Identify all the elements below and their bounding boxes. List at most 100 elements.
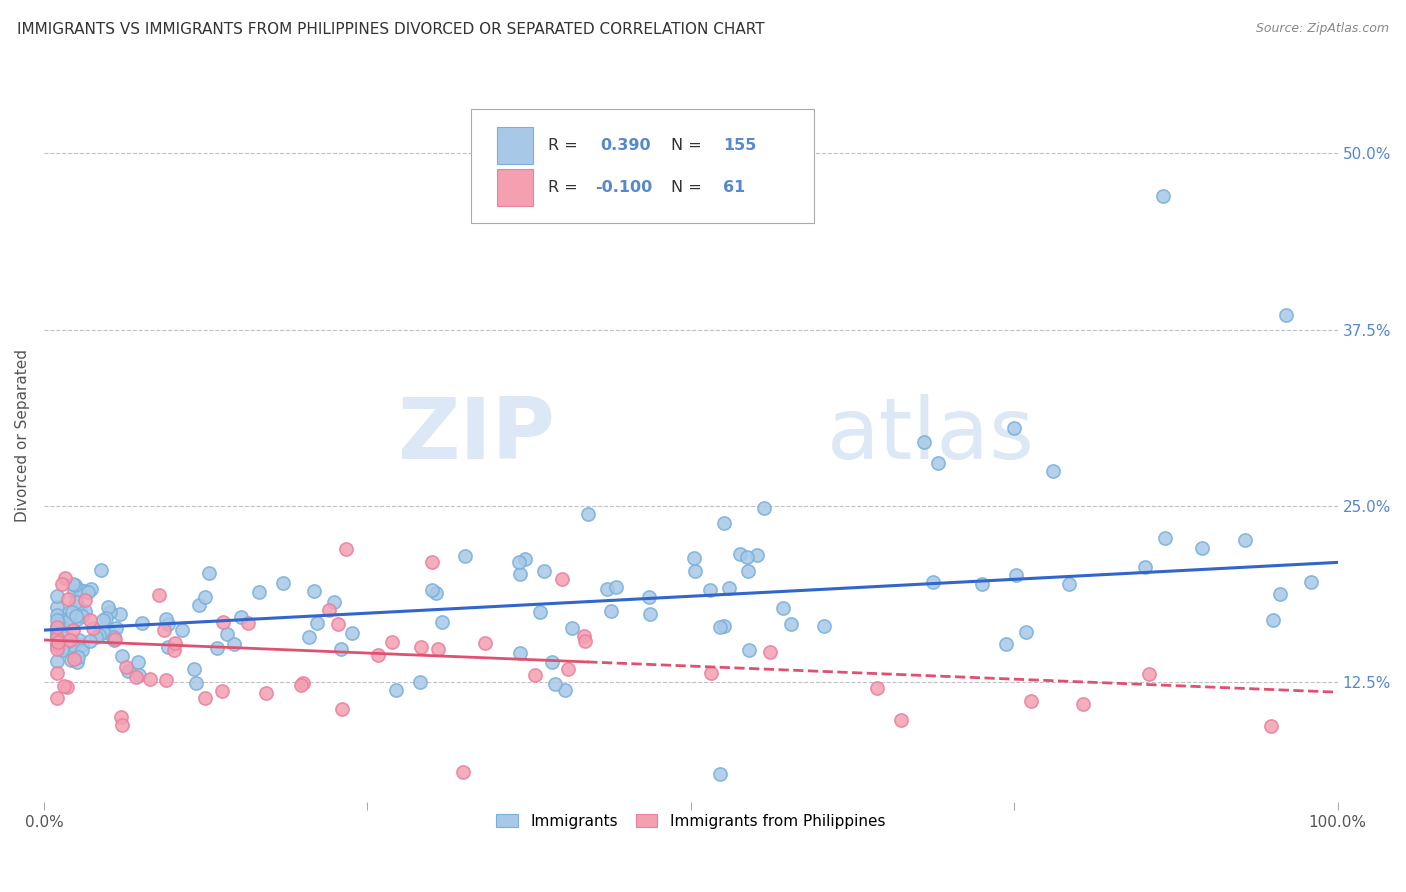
Point — [1005, 567, 1028, 582]
Point — [45, 642, 67, 657]
Point — [772, 600, 794, 615]
Point — [709, 619, 731, 633]
Point — [305, 616, 328, 631]
Point — [865, 681, 887, 695]
Point — [328, 617, 350, 632]
Point — [427, 641, 450, 656]
Point — [52, 636, 75, 650]
Point — [110, 717, 132, 731]
Point — [420, 582, 443, 597]
Point — [69, 602, 91, 616]
Point — [709, 767, 731, 781]
Point — [927, 456, 949, 470]
Point — [45, 631, 67, 645]
Point — [1152, 188, 1174, 202]
Point — [508, 555, 530, 569]
Point — [638, 607, 661, 621]
Text: 155: 155 — [723, 138, 756, 153]
Point — [738, 643, 761, 657]
Point — [103, 632, 125, 647]
Point — [236, 616, 259, 631]
Point — [194, 691, 217, 706]
Point — [737, 564, 759, 578]
Point — [62, 583, 84, 598]
Point — [163, 636, 186, 650]
Point — [576, 508, 599, 522]
Point — [737, 550, 759, 565]
Point — [155, 612, 177, 626]
Point — [1263, 613, 1285, 627]
Point — [114, 659, 136, 673]
Point — [56, 614, 79, 628]
Point — [318, 602, 340, 616]
Text: Source: ZipAtlas.com: Source: ZipAtlas.com — [1256, 22, 1389, 36]
Point — [332, 702, 354, 716]
Point — [91, 624, 114, 639]
Point — [110, 709, 132, 723]
Point — [55, 635, 77, 649]
Point — [51, 576, 73, 591]
Point — [60, 606, 83, 620]
FancyBboxPatch shape — [496, 169, 533, 206]
Point — [75, 593, 97, 607]
Point — [62, 623, 84, 637]
Point — [329, 641, 352, 656]
Point — [72, 608, 94, 623]
Point — [62, 577, 84, 591]
Point — [60, 638, 83, 652]
Point — [66, 656, 89, 670]
Point — [1071, 697, 1094, 711]
Point — [56, 612, 79, 626]
Point — [111, 648, 134, 663]
Text: N =: N = — [671, 138, 702, 153]
Point — [759, 645, 782, 659]
Point — [56, 592, 79, 607]
Point — [474, 636, 496, 650]
Point — [84, 630, 107, 644]
Point — [335, 541, 357, 556]
Point — [186, 676, 208, 690]
Point — [1301, 574, 1323, 589]
Point — [1191, 541, 1213, 555]
Point — [540, 655, 562, 669]
Point — [139, 672, 162, 686]
Point — [1260, 719, 1282, 733]
Point — [718, 581, 741, 595]
Point — [600, 604, 623, 618]
Point — [700, 666, 723, 681]
Point — [342, 625, 364, 640]
Point — [574, 633, 596, 648]
Point — [45, 654, 67, 668]
FancyBboxPatch shape — [471, 109, 814, 223]
Point — [533, 564, 555, 578]
Point — [69, 582, 91, 597]
Point — [890, 713, 912, 727]
Point — [98, 605, 121, 619]
Point — [509, 646, 531, 660]
Point — [58, 605, 80, 619]
Point — [45, 628, 67, 642]
Point — [921, 574, 943, 589]
Point — [45, 630, 67, 644]
Point — [1014, 624, 1036, 639]
Point — [1275, 309, 1298, 323]
Point — [1133, 560, 1156, 574]
Point — [100, 627, 122, 641]
Point — [1002, 421, 1025, 435]
Point — [55, 633, 77, 648]
Point — [211, 684, 233, 698]
Point — [432, 615, 454, 629]
Point — [367, 648, 389, 662]
Point — [70, 638, 93, 652]
Point — [104, 621, 127, 635]
Point — [995, 637, 1018, 651]
Point — [1137, 667, 1160, 681]
Point — [198, 566, 221, 581]
Point — [48, 633, 70, 648]
Point — [52, 679, 75, 693]
Point — [91, 613, 114, 627]
Point — [728, 547, 751, 561]
Point — [59, 632, 82, 647]
Point — [66, 612, 89, 626]
Point — [156, 616, 179, 631]
